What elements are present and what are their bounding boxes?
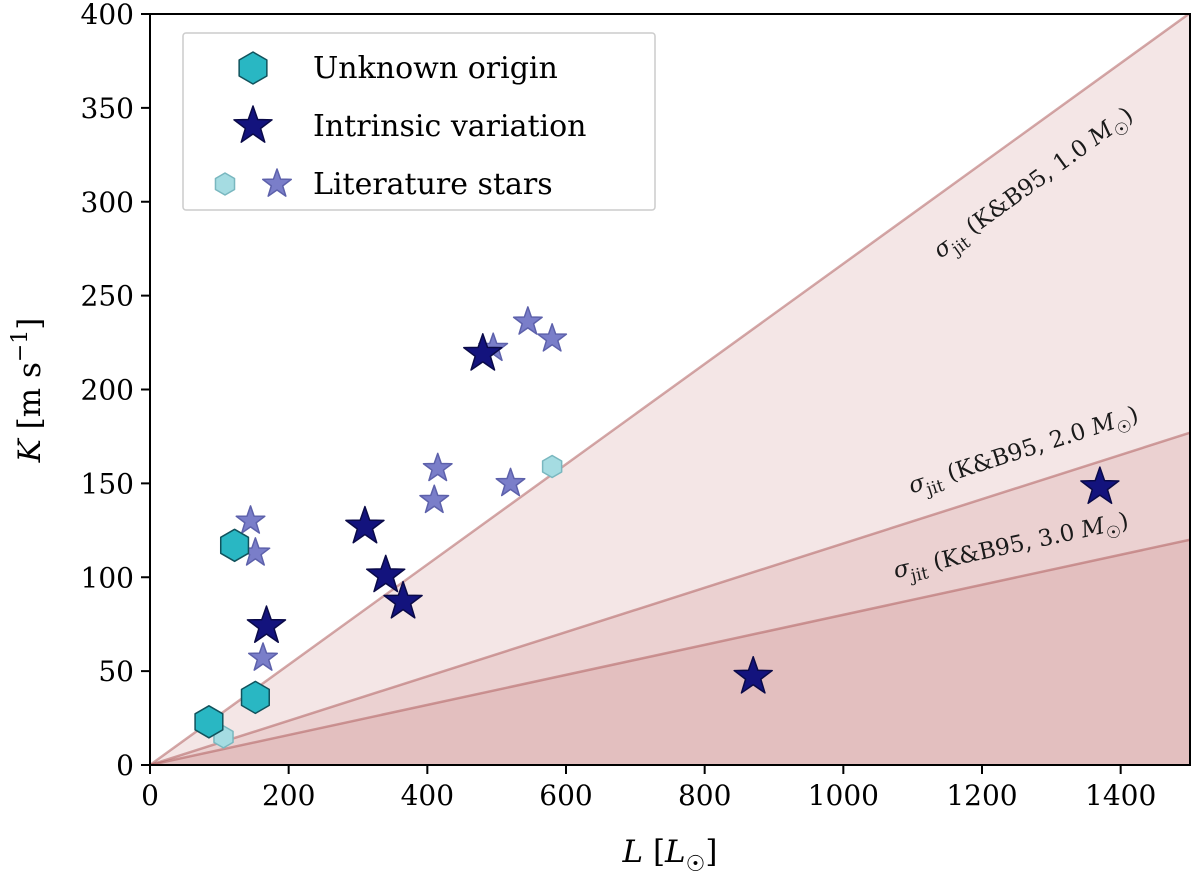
jitter-boundary-line-3 <box>150 538 1190 765</box>
legend-marker <box>238 51 268 85</box>
data-point <box>463 333 503 371</box>
x-tick-label: 600 <box>539 779 592 812</box>
jitter-boundary-line-1 <box>150 14 1190 765</box>
data-point <box>365 554 406 593</box>
x-tick-label: 800 <box>678 779 731 812</box>
data-point <box>194 705 224 739</box>
x-tick-label: 1400 <box>1085 779 1156 812</box>
x-axis-label: L [L☉] <box>622 834 718 877</box>
x-tick-label: 1000 <box>808 779 879 812</box>
jitter-boundary-line-2 <box>150 431 1190 765</box>
data-point <box>512 306 543 335</box>
x-tick-label: 1200 <box>946 779 1017 812</box>
y-tick-label: 0 <box>116 749 134 782</box>
data-point <box>219 528 250 563</box>
data-point <box>1080 466 1120 505</box>
data-point <box>419 484 450 514</box>
legend-marker <box>261 168 293 197</box>
data-point <box>733 656 773 694</box>
data-point <box>495 467 526 497</box>
y-tick-label: 50 <box>98 655 134 688</box>
y-tick-label: 100 <box>81 561 134 594</box>
data-point <box>235 505 266 534</box>
data-point <box>345 505 385 544</box>
data-point <box>422 452 453 482</box>
x-tick-label: 400 <box>401 779 454 812</box>
legend-marker <box>233 105 273 143</box>
y-tick-label: 350 <box>81 92 134 125</box>
y-tick-label: 250 <box>81 280 134 313</box>
legend-label: Unknown origin <box>313 51 558 86</box>
y-axis-label: K [m s−1] <box>8 318 48 464</box>
y-tick-label: 400 <box>81 0 134 31</box>
y-tick-label: 150 <box>81 467 134 500</box>
data-point <box>246 605 287 643</box>
x-tick-label: 200 <box>262 779 315 812</box>
data-point <box>541 454 563 479</box>
y-tick-label: 200 <box>81 374 134 407</box>
legend-marker <box>214 172 236 196</box>
y-tick-label: 300 <box>81 186 134 219</box>
x-tick-label: 0 <box>141 779 159 812</box>
data-point <box>248 642 279 671</box>
legend-label: Intrinsic variation <box>313 109 587 144</box>
legend-label: Literature stars <box>313 167 553 202</box>
data-point <box>240 680 270 715</box>
data-point <box>383 580 423 619</box>
legend-box <box>182 32 656 211</box>
data-point <box>537 323 568 352</box>
